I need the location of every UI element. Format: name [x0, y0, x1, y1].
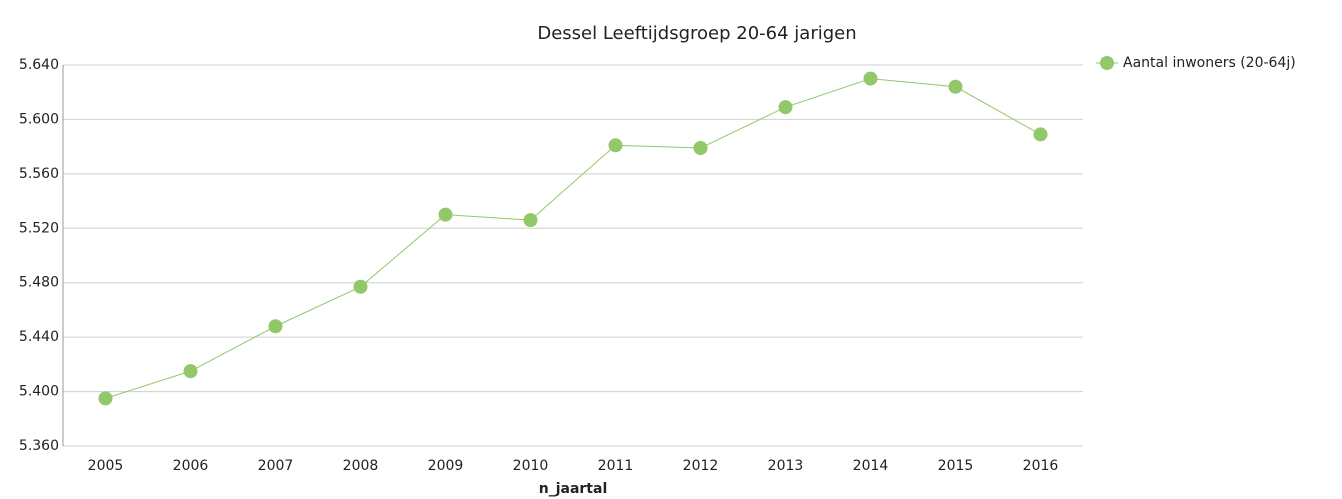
x-tick-label: 2006: [173, 458, 209, 474]
x-tick-label: 2016: [1023, 458, 1059, 474]
x-tick-label: 2013: [768, 458, 804, 474]
y-tick-label: 5.560: [19, 166, 59, 182]
y-tick-label: 5.480: [19, 275, 59, 291]
y-tick-label: 5.600: [19, 111, 59, 127]
x-tick-label: 2010: [513, 458, 549, 474]
legend-label: Aantal inwoners (20-64j): [1123, 55, 1296, 71]
x-tick-label: 2008: [343, 458, 379, 474]
series-line: [105, 78, 1041, 399]
data-point: [863, 71, 878, 86]
x-tick-label: 2014: [853, 458, 889, 474]
x-tick-label: 2011: [598, 458, 634, 474]
legend-marker: [1100, 56, 1114, 70]
chart-title: Dessel Leeftijdsgroep 20-64 jarigen: [537, 23, 856, 44]
data-point: [268, 319, 283, 334]
x-tick-label: 2009: [428, 458, 464, 474]
data-point: [948, 79, 963, 94]
x-tick-label: 2012: [683, 458, 719, 474]
data-point: [608, 138, 623, 153]
data-point: [693, 141, 708, 156]
x-tick-label: 2015: [938, 458, 974, 474]
x-axis-title: n_jaartal: [539, 481, 608, 497]
data-point: [778, 100, 793, 115]
y-tick-label: 5.360: [19, 438, 59, 454]
data-point: [183, 364, 198, 379]
data-point: [523, 213, 538, 228]
data-point: [353, 279, 368, 294]
data-point: [438, 207, 453, 222]
data-point: [1033, 127, 1048, 142]
x-tick-label: 2005: [88, 458, 124, 474]
y-tick-label: 5.440: [19, 329, 59, 345]
y-tick-label: 5.640: [19, 57, 59, 73]
y-tick-label: 5.520: [19, 220, 59, 236]
data-point: [98, 391, 113, 406]
y-tick-label: 5.400: [19, 384, 59, 400]
x-tick-label: 2007: [258, 458, 294, 474]
